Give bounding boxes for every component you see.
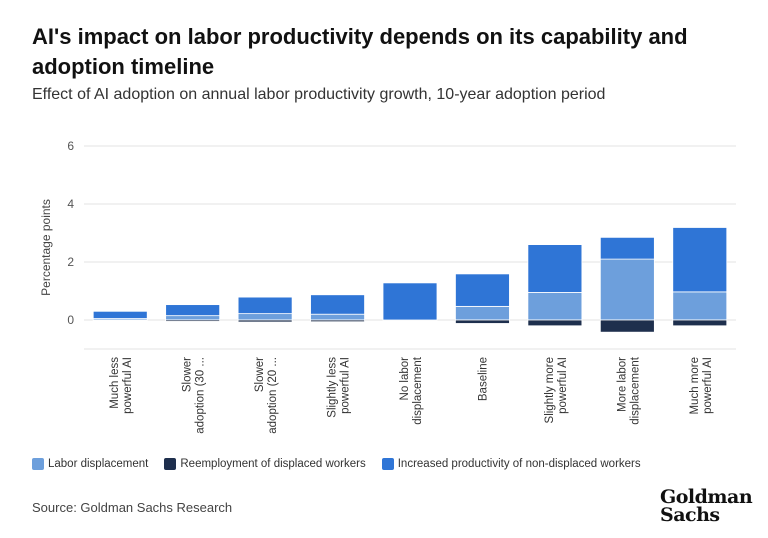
bar-segment-labor-displacement-1 xyxy=(165,315,221,321)
x-tick-label: Much lesspowerful AI xyxy=(109,357,134,414)
chart-subtitle: Effect of AI adoption on annual labor pr… xyxy=(32,86,606,103)
bar-segment-reemployment-5 xyxy=(455,319,510,324)
x-tick-label: Baseline xyxy=(477,357,489,401)
bar-segment-labor-displacement-7 xyxy=(599,258,655,321)
bar-segment-reemployment-1 xyxy=(165,319,221,322)
legend-item-increased-productivity: Increased productivity of non-displaced … xyxy=(381,458,641,470)
x-tick-label-line: More labor xyxy=(616,357,628,412)
y-tick-label: 6 xyxy=(67,139,74,153)
x-tick-label: Sloweradoption (20 ... xyxy=(254,357,279,434)
bar-segment-reemployment-7 xyxy=(599,319,655,333)
x-tick-label: More labordisplacement xyxy=(616,356,641,425)
x-tick-label-line: powerful AI xyxy=(702,357,714,414)
logo-line-2: Sachs xyxy=(660,504,720,526)
legend-swatch-reemployment xyxy=(164,458,177,470)
logo-line-1: Goldman xyxy=(660,486,753,508)
x-tick-label-line: Much less xyxy=(109,357,121,409)
bar-segment-increased-productivity-4 xyxy=(382,282,438,321)
x-tick-label: Much morepowerful AI xyxy=(689,357,714,415)
source-note: Source: Goldman Sachs Research xyxy=(32,500,233,515)
y-axis-label: Percentage points xyxy=(39,199,53,296)
goldman-sachs-logo: Goldman Sachs xyxy=(660,486,753,526)
bar-segment-labor-displacement-2 xyxy=(237,313,293,321)
x-tick-label-line: adoption (30 ... xyxy=(195,357,207,434)
y-tick-label: 2 xyxy=(67,255,74,269)
x-tick-label: Slightly morepowerful AI xyxy=(544,357,569,423)
x-tick-label-line: displacement xyxy=(412,356,424,425)
x-tick-label-line: No labor xyxy=(399,357,411,401)
x-tick-label: No labordisplacement xyxy=(399,356,424,425)
x-tick-label: Slightly lesspowerful AI xyxy=(327,357,352,418)
x-tick-label-line: powerful AI xyxy=(340,357,352,414)
x-tick-label-line: powerful AI xyxy=(557,357,569,414)
bar-segment-increased-productivity-1 xyxy=(165,304,221,317)
bar-segment-reemployment-2 xyxy=(237,319,293,323)
bar-segment-increased-productivity-7 xyxy=(599,236,655,260)
bar-segment-labor-displacement-8 xyxy=(672,291,728,321)
y-tick-label: 0 xyxy=(67,313,74,327)
bar-segment-increased-productivity-0 xyxy=(92,310,148,319)
bar-segment-reemployment-6 xyxy=(527,319,583,327)
bar-segment-increased-productivity-8 xyxy=(672,227,728,293)
x-tick-label-line: Slower xyxy=(182,357,194,392)
x-tick-label-line: Baseline xyxy=(477,357,489,401)
legend-label-increased-productivity: Increased productivity of non-displaced … xyxy=(397,458,641,470)
x-tick-label-line: displacement xyxy=(629,356,641,425)
x-tick-label-line: adoption (20 ... xyxy=(267,357,279,434)
x-tick-label-line: powerful AI xyxy=(122,357,134,414)
legend-item-reemployment: Reemployment of displaced workers xyxy=(164,458,366,470)
bar-segment-reemployment-0 xyxy=(92,319,148,321)
legend-swatch-labor-displacement xyxy=(32,458,44,470)
legend-item-labor-displacement: Labor displacement xyxy=(32,458,148,470)
bar-segment-increased-productivity-6 xyxy=(527,244,583,293)
bar-segment-labor-displacement-5 xyxy=(455,305,510,321)
x-tick-label-line: Slightly more xyxy=(544,357,556,423)
x-tick-label-line: Slower xyxy=(254,357,266,392)
bar-segment-labor-displacement-3 xyxy=(310,313,365,321)
x-tick-label-line: Much more xyxy=(689,357,701,415)
x-tick-label-line: Slightly less xyxy=(327,357,339,418)
chart-title: AI's impact on labor productivity depend… xyxy=(32,24,688,79)
y-tick-label: 4 xyxy=(67,197,74,211)
x-tick-label: Sloweradoption (30 ... xyxy=(182,357,207,434)
legend-swatch-increased-productivity xyxy=(381,458,394,470)
chart-legend: Labor displacement Reemployment of displ… xyxy=(32,458,641,470)
legend-label-reemployment: Reemployment of displaced workers xyxy=(180,458,366,470)
bar-segment-increased-productivity-3 xyxy=(310,294,365,315)
bar-segment-labor-displacement-6 xyxy=(527,292,583,321)
bar-segment-increased-productivity-5 xyxy=(455,273,510,307)
bar-segment-reemployment-8 xyxy=(672,319,728,327)
legend-label-labor-displacement: Labor displacement xyxy=(48,458,149,470)
bar-segment-increased-productivity-2 xyxy=(237,296,293,315)
bar-segment-reemployment-3 xyxy=(310,319,365,323)
